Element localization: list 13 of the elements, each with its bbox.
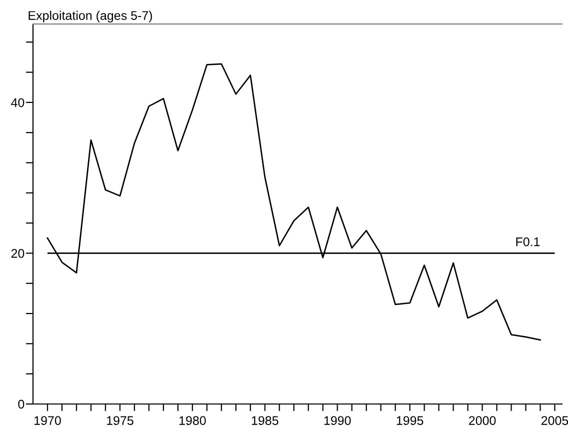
x-tick-label: 1985	[252, 416, 278, 425]
x-tick-label: 1990	[324, 416, 351, 425]
x-tick-label: 2000	[469, 416, 496, 425]
y-tick-label: 40	[11, 98, 24, 108]
x-tick-label: 1995	[396, 416, 424, 425]
ref-line-label: F0.1	[516, 237, 540, 246]
x-tick-label: 1975	[107, 416, 134, 425]
chart-title: Exploitation (ages 5-7)	[28, 10, 152, 22]
x-tick-label: 1970	[34, 416, 61, 425]
x-tick-label: 1980	[179, 416, 206, 425]
y-tick-label: 0	[18, 400, 24, 409]
y-tick-label: 20	[11, 249, 24, 258]
x-tick-label: 2005	[541, 416, 568, 425]
